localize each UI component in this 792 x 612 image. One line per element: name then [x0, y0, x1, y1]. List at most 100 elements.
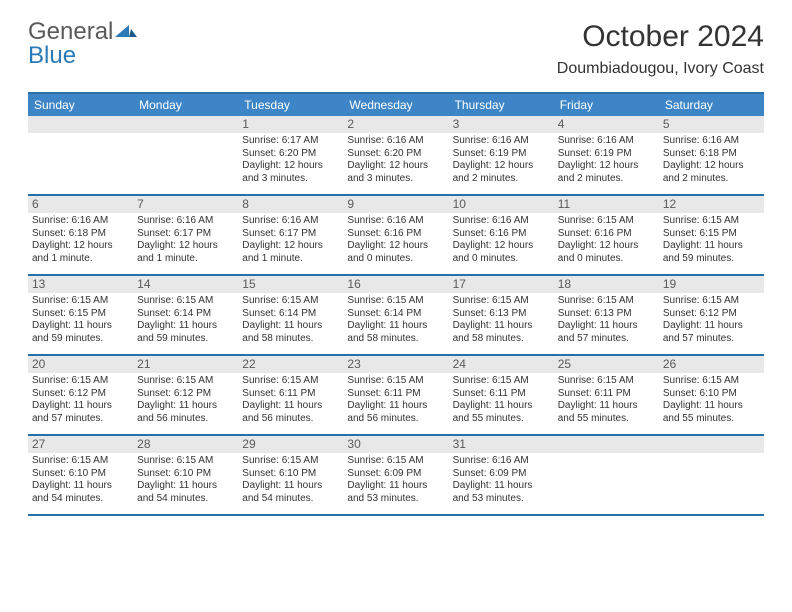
- day-info-line: Sunset: 6:16 PM: [453, 228, 550, 241]
- day-info-line: Sunrise: 6:15 AM: [137, 375, 234, 388]
- day-info-line: and 59 minutes.: [137, 333, 234, 346]
- day-cell: [133, 116, 238, 194]
- day-info-line: Sunrise: 6:16 AM: [137, 215, 234, 228]
- day-info-line: Sunset: 6:14 PM: [242, 308, 339, 321]
- day-cell: 14Sunrise: 6:15 AMSunset: 6:14 PMDayligh…: [133, 276, 238, 354]
- day-info-line: Sunrise: 6:16 AM: [453, 455, 550, 468]
- day-number: 26: [659, 356, 764, 373]
- day-number-empty: [28, 116, 133, 133]
- weekday-header: SundayMondayTuesdayWednesdayThursdayFrid…: [28, 94, 764, 116]
- day-cell: 4Sunrise: 6:16 AMSunset: 6:19 PMDaylight…: [554, 116, 659, 194]
- day-info-line: Sunrise: 6:17 AM: [242, 135, 339, 148]
- day-info-line: Daylight: 12 hours: [558, 240, 655, 253]
- day-info-line: Sunset: 6:16 PM: [558, 228, 655, 241]
- day-info-line: Sunset: 6:17 PM: [137, 228, 234, 241]
- day-info-line: and 58 minutes.: [347, 333, 444, 346]
- day-info-line: and 54 minutes.: [32, 493, 129, 506]
- day-number: 23: [343, 356, 448, 373]
- day-info-line: Sunset: 6:12 PM: [137, 388, 234, 401]
- day-info-line: Daylight: 11 hours: [663, 240, 760, 253]
- day-info-line: and 53 minutes.: [347, 493, 444, 506]
- day-info-line: Sunset: 6:15 PM: [663, 228, 760, 241]
- day-info-line: Sunrise: 6:15 AM: [558, 375, 655, 388]
- day-cell: 25Sunrise: 6:15 AMSunset: 6:11 PMDayligh…: [554, 356, 659, 434]
- day-cell: 21Sunrise: 6:15 AMSunset: 6:12 PMDayligh…: [133, 356, 238, 434]
- day-number: 15: [238, 276, 343, 293]
- day-info-line: Sunrise: 6:16 AM: [242, 215, 339, 228]
- day-number: 16: [343, 276, 448, 293]
- week-row: 20Sunrise: 6:15 AMSunset: 6:12 PMDayligh…: [28, 356, 764, 436]
- calendar: SundayMondayTuesdayWednesdayThursdayFrid…: [28, 92, 764, 516]
- day-info-line: Daylight: 11 hours: [347, 400, 444, 413]
- day-number: 21: [133, 356, 238, 373]
- day-number: 11: [554, 196, 659, 213]
- day-cell: 10Sunrise: 6:16 AMSunset: 6:16 PMDayligh…: [449, 196, 554, 274]
- day-info-line: and 55 minutes.: [663, 413, 760, 426]
- day-info-line: and 55 minutes.: [558, 413, 655, 426]
- day-info-line: Daylight: 11 hours: [663, 320, 760, 333]
- day-number: 20: [28, 356, 133, 373]
- day-info-line: and 59 minutes.: [663, 253, 760, 266]
- day-cell: 9Sunrise: 6:16 AMSunset: 6:16 PMDaylight…: [343, 196, 448, 274]
- day-info-line: Sunrise: 6:15 AM: [453, 375, 550, 388]
- day-info-line: and 54 minutes.: [137, 493, 234, 506]
- day-info-line: Daylight: 12 hours: [32, 240, 129, 253]
- day-number-empty: [554, 436, 659, 453]
- day-cell: 31Sunrise: 6:16 AMSunset: 6:09 PMDayligh…: [449, 436, 554, 514]
- day-cell: 8Sunrise: 6:16 AMSunset: 6:17 PMDaylight…: [238, 196, 343, 274]
- day-cell: 30Sunrise: 6:15 AMSunset: 6:09 PMDayligh…: [343, 436, 448, 514]
- day-info-line: Daylight: 11 hours: [32, 320, 129, 333]
- day-info-line: Sunrise: 6:16 AM: [663, 135, 760, 148]
- day-number: 18: [554, 276, 659, 293]
- day-info-line: Daylight: 11 hours: [558, 320, 655, 333]
- day-number: 30: [343, 436, 448, 453]
- day-info-line: and 1 minute.: [137, 253, 234, 266]
- day-number: 25: [554, 356, 659, 373]
- day-info-line: Sunrise: 6:15 AM: [663, 215, 760, 228]
- day-info-line: and 0 minutes.: [558, 253, 655, 266]
- day-number: 29: [238, 436, 343, 453]
- day-cell: 19Sunrise: 6:15 AMSunset: 6:12 PMDayligh…: [659, 276, 764, 354]
- day-cell: 2Sunrise: 6:16 AMSunset: 6:20 PMDaylight…: [343, 116, 448, 194]
- day-info-line: Sunrise: 6:15 AM: [558, 215, 655, 228]
- day-cell: 16Sunrise: 6:15 AMSunset: 6:14 PMDayligh…: [343, 276, 448, 354]
- day-number: 8: [238, 196, 343, 213]
- day-info-line: and 56 minutes.: [242, 413, 339, 426]
- day-info-line: Daylight: 11 hours: [32, 400, 129, 413]
- day-info-line: Sunset: 6:19 PM: [558, 148, 655, 161]
- day-cell: 7Sunrise: 6:16 AMSunset: 6:17 PMDaylight…: [133, 196, 238, 274]
- day-cell: 1Sunrise: 6:17 AMSunset: 6:20 PMDaylight…: [238, 116, 343, 194]
- day-info-line: Sunrise: 6:15 AM: [347, 295, 444, 308]
- day-cell: 28Sunrise: 6:15 AMSunset: 6:10 PMDayligh…: [133, 436, 238, 514]
- day-cell: 29Sunrise: 6:15 AMSunset: 6:10 PMDayligh…: [238, 436, 343, 514]
- day-cell: 26Sunrise: 6:15 AMSunset: 6:10 PMDayligh…: [659, 356, 764, 434]
- day-info-line: Sunrise: 6:15 AM: [558, 295, 655, 308]
- day-cell: 18Sunrise: 6:15 AMSunset: 6:13 PMDayligh…: [554, 276, 659, 354]
- day-info-line: Sunset: 6:20 PM: [347, 148, 444, 161]
- day-info-line: Daylight: 12 hours: [137, 240, 234, 253]
- day-info-line: Sunset: 6:19 PM: [453, 148, 550, 161]
- day-cell: [659, 436, 764, 514]
- day-info-line: Sunset: 6:10 PM: [32, 468, 129, 481]
- day-info-line: and 1 minute.: [32, 253, 129, 266]
- day-info-line: Daylight: 12 hours: [453, 160, 550, 173]
- day-number: 3: [449, 116, 554, 133]
- day-number-empty: [659, 436, 764, 453]
- day-info-line: and 56 minutes.: [347, 413, 444, 426]
- weekday-saturday: Saturday: [659, 94, 764, 116]
- day-info-line: Sunrise: 6:16 AM: [453, 215, 550, 228]
- day-number: 5: [659, 116, 764, 133]
- day-info-line: Daylight: 11 hours: [242, 480, 339, 493]
- day-info-line: Sunset: 6:16 PM: [347, 228, 444, 241]
- day-info-line: Daylight: 12 hours: [242, 160, 339, 173]
- day-info-line: Sunrise: 6:15 AM: [32, 455, 129, 468]
- day-info-line: and 57 minutes.: [558, 333, 655, 346]
- day-info-line: Daylight: 11 hours: [558, 400, 655, 413]
- day-info-line: Daylight: 11 hours: [453, 400, 550, 413]
- week-row: 27Sunrise: 6:15 AMSunset: 6:10 PMDayligh…: [28, 436, 764, 516]
- day-info-line: and 53 minutes.: [453, 493, 550, 506]
- day-number: 12: [659, 196, 764, 213]
- day-info-line: and 54 minutes.: [242, 493, 339, 506]
- day-info-line: Daylight: 11 hours: [347, 480, 444, 493]
- day-info-line: Sunset: 6:11 PM: [453, 388, 550, 401]
